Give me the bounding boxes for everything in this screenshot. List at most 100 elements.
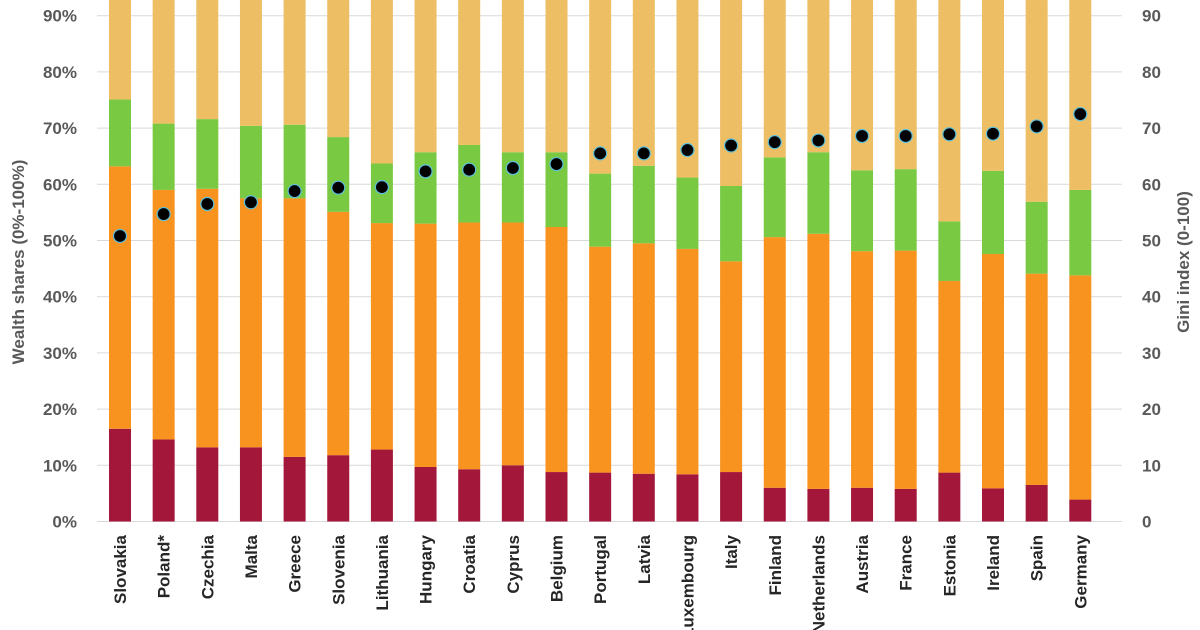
category-label: Malta [242,534,261,578]
bar-segment-2 [109,99,131,167]
y2-tick-label: 20 [1142,400,1161,419]
bar-segment-1 [196,188,219,448]
gini-point [593,146,608,161]
category-label: Belgium [548,535,567,602]
bar-segment-1 [763,237,786,488]
y-tick-label: 60% [43,175,77,194]
bar-segment-1 [239,198,262,448]
bar-segment-0 [545,472,568,522]
bar-segment-3 [720,0,743,186]
bar-segment-1 [370,223,393,450]
category-label: Lithuania [373,534,392,610]
gini-point [942,127,957,142]
y2-tick-label: 80 [1142,63,1161,82]
bar-segment-1 [894,250,917,489]
bar-segment-2 [763,157,786,238]
bar-segment-1 [851,251,874,488]
bar-segment-2 [545,152,568,228]
bar-segment-1 [109,166,131,429]
bar-segment-0 [1025,484,1048,522]
bar-segment-0 [1069,499,1092,522]
category-label: Poland* [155,535,174,599]
bar-segment-3 [851,0,874,171]
category-label: Luxembourg [678,535,697,630]
bar-segment-2 [283,124,306,199]
bar-segment-0 [283,456,306,522]
bar-segment-2 [152,123,175,190]
bar-segment-0 [327,455,350,522]
bar-segment-3 [152,0,175,124]
gini-point [418,164,433,179]
category-label: Finland [766,535,785,595]
category-label: Cyprus [504,535,523,594]
bar-segment-0 [152,439,175,522]
gini-point [374,180,389,195]
bar-segment-0 [370,449,393,522]
gini-point [331,180,346,195]
bar-segment-0 [458,469,481,522]
bar-segment-1 [545,227,568,473]
y2-tick-label: 30 [1142,344,1161,363]
bar-segment-2 [938,221,961,281]
y-tick-label: 70% [43,119,77,138]
bar-segment-2 [807,152,830,234]
bar-segment-3 [370,0,393,164]
gini-point [854,128,870,144]
y-tick-label: 30% [43,344,77,363]
y-tick-label: 20% [43,400,77,419]
bar-segment-3 [109,0,131,100]
bar-segment-3 [982,0,1004,171]
bar-segment-1 [414,223,437,467]
gini-point [156,206,171,222]
bar-segment-1 [283,198,306,457]
category-label: Netherlands [809,535,828,630]
bar-segment-1 [1025,273,1048,485]
bar-segment-1 [501,222,524,466]
bar-segment-3 [501,0,524,153]
bar-segment-0 [632,473,655,522]
category-label: Italy [722,534,741,569]
bar-segment-2 [1025,201,1048,274]
gini-point [549,156,564,172]
category-label: Croatia [460,534,479,593]
y-tick-label: 50% [43,232,77,251]
bar-segment-3 [763,0,786,158]
category-label: Ireland [984,535,1003,591]
bar-segment-1 [632,243,655,474]
category-label: Estonia [940,534,959,596]
y2-tick-label: 70 [1142,119,1161,138]
y2-axis-title: Gini index (0-100) [1174,191,1193,333]
y-tick-label: 10% [43,456,77,475]
y-tick-label: 40% [43,288,77,307]
bar-segment-3 [632,0,655,166]
category-label: Portugal [591,535,610,604]
bar-segment-2 [458,144,481,223]
bar-segment-0 [807,488,830,522]
bar-segment-2 [851,170,874,252]
category-label: Slovakia [111,534,130,604]
bar-segment-0 [239,447,262,522]
gini-point [1073,106,1088,122]
category-label: Latvia [635,534,654,584]
bar-segment-3 [676,0,699,178]
bar-segment-0 [414,466,437,522]
gini-point [636,146,651,161]
y2-tick-label: 40 [1142,288,1161,307]
y-tick-label: 80% [43,63,77,82]
bar-segment-2 [982,170,1004,254]
category-label: Austria [853,534,872,593]
bar-segment-3 [239,0,262,126]
category-label: France [897,535,916,591]
bar-segment-3 [894,0,917,170]
bar-segment-1 [458,222,481,470]
bar-segment-2 [414,152,437,224]
bar-segment-2 [239,125,262,199]
bar-segment-1 [720,261,743,473]
category-label: Greece [286,535,305,593]
gini-point [680,142,695,158]
bar-segment-1 [982,253,1004,489]
bar-segment-0 [109,428,131,522]
gini-point [811,133,826,148]
bar-segment-2 [589,173,612,247]
